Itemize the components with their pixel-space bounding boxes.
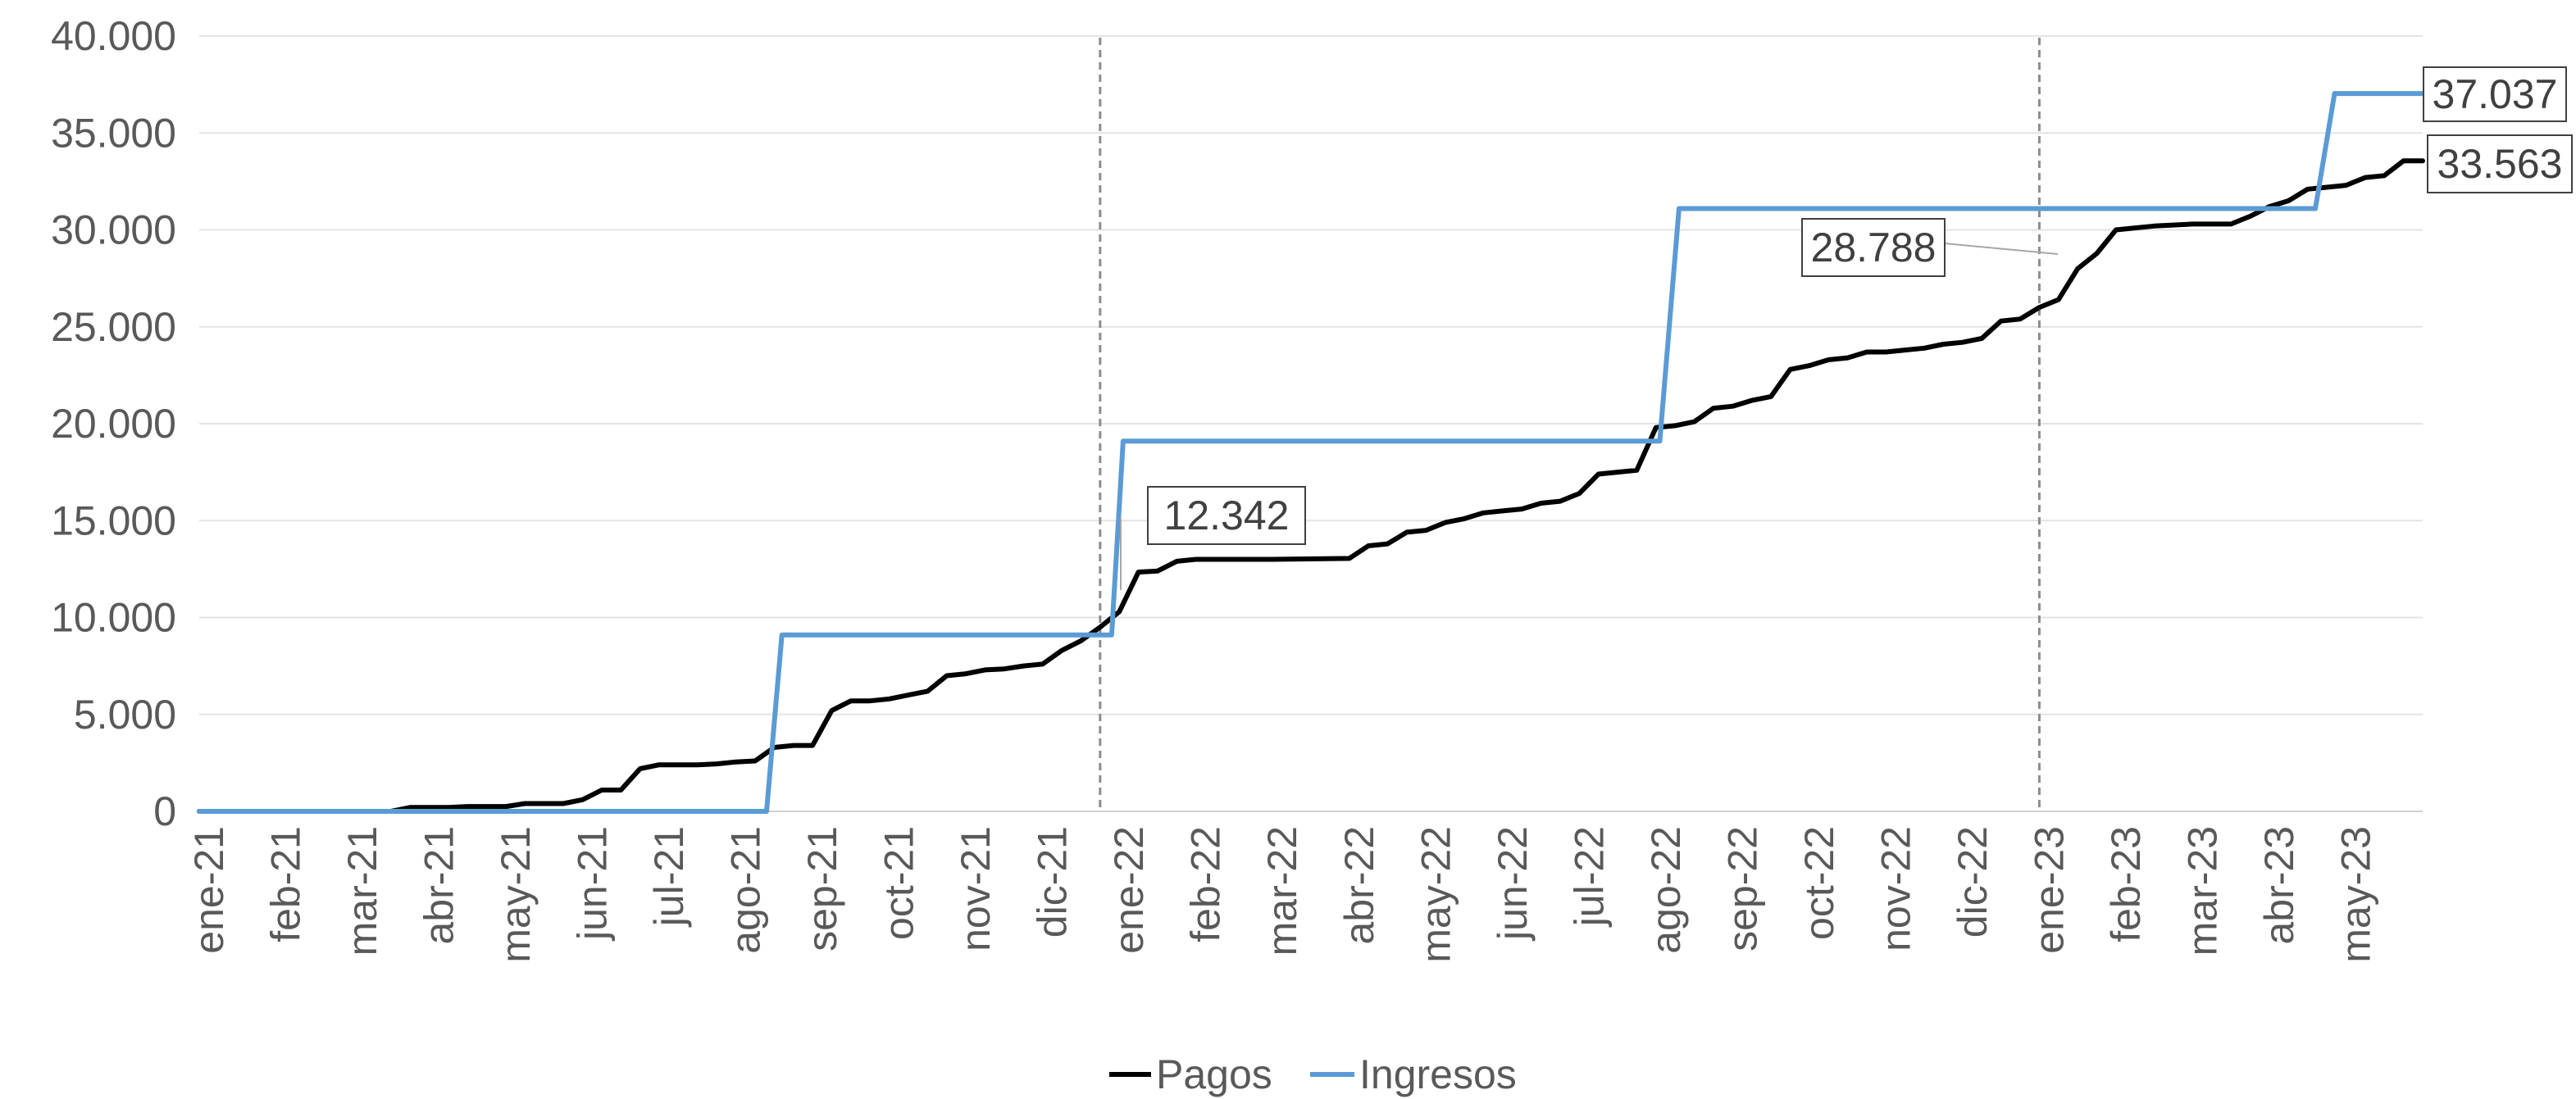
axes: 0 5.000 10.000 15.000 20.000 25.000 30.000 35.0… — [51, 13, 2423, 963]
x-tick-label: jun-21 — [570, 826, 616, 942]
x-tick-label: jul-21 — [646, 826, 692, 928]
data-label: 33.563 — [2427, 134, 2573, 193]
y-tick-label: 20.000 — [51, 401, 176, 447]
annotations: 12.342 28.788 37.037 33.563 — [1120, 66, 2573, 590]
x-tick-label: sep-22 — [1719, 826, 1765, 951]
x-tick-label: oct-21 — [876, 826, 922, 940]
x-tick-label: feb-22 — [1183, 826, 1229, 942]
x-tick-label: feb-23 — [2103, 826, 2149, 942]
data-label-text: 33.563 — [2437, 141, 2563, 187]
series-layer — [197, 91, 2425, 814]
gridlines — [199, 35, 2423, 715]
x-tick-label: ene-21 — [186, 826, 232, 954]
data-label-text: 12.342 — [1164, 493, 1290, 538]
data-label: 12.342 — [1120, 486, 1306, 590]
x-tick-label: may-23 — [2333, 826, 2378, 963]
x-tick-label: jun-22 — [1490, 826, 1536, 942]
y-tick-label: 10.000 — [51, 595, 176, 641]
legend-item-pagos: Pagos — [1109, 1051, 1272, 1097]
data-label-box — [1147, 486, 1306, 545]
data-label: 28.788 — [1801, 218, 2059, 277]
y-tick-label: 30.000 — [51, 207, 176, 253]
y-tick-label: 15.000 — [51, 497, 176, 543]
data-label: 37.037 — [2423, 66, 2567, 122]
x-tick-label: dic-21 — [1030, 826, 1076, 938]
data-label-box — [1801, 218, 1946, 277]
x-tick-label: mar-23 — [2179, 826, 2225, 956]
x-tick-label: jul-22 — [1566, 826, 1612, 928]
legend-label: Pagos — [1156, 1051, 1272, 1097]
x-tick-label: mar-21 — [339, 826, 385, 956]
x-tick-label: may-22 — [1413, 826, 1459, 963]
x-tick-label: oct-22 — [1796, 826, 1842, 940]
x-tick-label: mar-22 — [1259, 826, 1305, 956]
x-tick-label: feb-21 — [263, 826, 309, 942]
x-tick-label: ago-21 — [723, 826, 769, 954]
series-line-pagos — [197, 158, 2425, 814]
legend-label: Ingresos — [1359, 1051, 1517, 1097]
x-tick-label: ago-22 — [1643, 826, 1689, 954]
x-tick-label: nov-22 — [1873, 826, 1918, 951]
x-tick-label: abr-23 — [2256, 826, 2302, 945]
data-label-text: 28.788 — [1811, 225, 1937, 270]
x-tick-label: ene-22 — [1106, 826, 1152, 954]
x-tick-label: sep-21 — [799, 826, 845, 951]
data-label-box — [2423, 66, 2567, 122]
y-tick-label: 35.000 — [51, 110, 176, 156]
y-tick-label: 25.000 — [51, 304, 176, 350]
x-tick-label: may-21 — [493, 826, 539, 963]
y-tick-label: 0 — [153, 788, 176, 834]
legend: Pagos Ingresos — [1109, 1051, 1517, 1097]
x-tick-label: abr-22 — [1336, 826, 1382, 945]
y-tick-label: 40.000 — [51, 13, 176, 59]
leader-line — [1944, 243, 2059, 255]
reference-lines — [1099, 38, 2041, 811]
x-tick-label: dic-22 — [1950, 826, 1996, 938]
x-tick-label: abr-21 — [416, 826, 462, 945]
data-label-box — [2427, 134, 2573, 193]
series-line-ingresos — [197, 91, 2425, 814]
legend-item-ingresos: Ingresos — [1310, 1051, 1517, 1097]
x-tick-label: ene-23 — [2026, 826, 2072, 954]
x-tick-label: nov-21 — [953, 826, 999, 951]
data-label-text: 37.037 — [2433, 71, 2558, 117]
y-tick-label: 5.000 — [74, 692, 176, 738]
